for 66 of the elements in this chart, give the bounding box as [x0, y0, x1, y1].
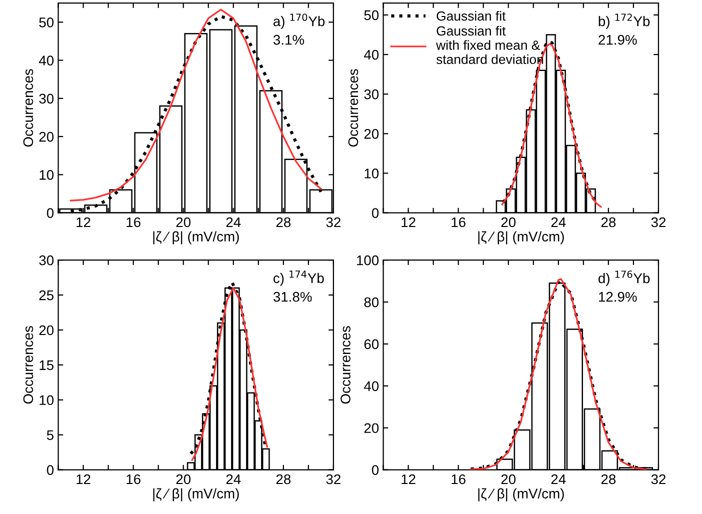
y-tick-label: 50	[364, 10, 379, 20]
legend-label: Gaussian fit	[436, 11, 506, 21]
y-tick-label: 30	[364, 89, 379, 100]
x-tick-label: 28	[276, 217, 291, 228]
annotation: b) $^{172}$Yb	[598, 14, 650, 29]
x-tick-label: 24	[226, 217, 241, 228]
annotation: c) $^{174}$Yb	[274, 270, 324, 286]
x-axis-title: |ζ ⁄ β| (mV/cm)	[153, 488, 239, 502]
y-axis-title: Occurrences	[23, 326, 34, 404]
x-tick-label: 32	[326, 474, 340, 484]
y-tick-label: 20	[364, 423, 379, 434]
x-tick-label: 28	[601, 217, 616, 228]
y-tick-label: 40	[364, 50, 379, 60]
y-tick-label: 60	[364, 339, 379, 350]
y-tick-label: 100	[357, 255, 379, 266]
x-tick-label: 16	[452, 474, 466, 484]
x-tick-label: 28	[276, 474, 291, 484]
x-tick-label: 24	[551, 474, 566, 484]
annotation: a) $^{170}$Yb	[274, 14, 325, 29]
y-tick-label: 30	[39, 94, 54, 104]
y-tick-label: 5	[46, 430, 54, 440]
x-tick-label: 20	[176, 474, 191, 484]
y-axis-title: Occurrences	[23, 69, 34, 147]
y-tick-label: 30	[39, 255, 54, 266]
y-tick-label: 0	[372, 465, 379, 475]
x-tick-label: 32	[651, 217, 666, 228]
y-tick-label: 20	[364, 128, 379, 139]
x-tick-label: 20	[501, 217, 516, 228]
y-tick-label: 40	[364, 381, 379, 392]
x-tick-label: 16	[452, 217, 466, 228]
x-axis-title: |ζ ⁄ β| (mV/cm)	[478, 488, 564, 502]
x-axis-title: |ζ ⁄ β| (mV/cm)	[478, 231, 564, 244]
x-tick-label: 12	[76, 474, 90, 484]
y-axis-title: Occurrences	[340, 326, 350, 404]
x-tick-label: 24	[551, 217, 566, 228]
y-tick-label: 10	[364, 168, 379, 178]
y-tick-label: 20	[39, 132, 54, 142]
annotation: 3.1%	[273, 34, 304, 45]
x-tick-label: 12	[402, 474, 416, 484]
x-tick-label: 32	[326, 217, 340, 228]
y-tick-label: 15	[40, 360, 54, 370]
x-tick-label: 28	[601, 474, 616, 484]
x-tick-label: 24	[226, 474, 241, 484]
x-tick-label: 20	[176, 217, 191, 228]
annotation: 21.9%	[598, 34, 637, 45]
y-tick-label: 50	[39, 17, 54, 28]
y-tick-label: 80	[364, 297, 379, 308]
y-axis-title: Occurrences	[348, 69, 358, 147]
x-tick-label: 16	[126, 217, 140, 228]
y-tick-label: 0	[372, 208, 379, 218]
annotation: d) $^{176}$Yb	[598, 270, 650, 286]
x-tick-label: 12	[76, 217, 90, 228]
annotation: 12.9%	[598, 292, 637, 302]
y-tick-label: 10	[40, 170, 54, 180]
y-tick-label: 25	[39, 290, 54, 300]
x-tick-label: 32	[651, 474, 666, 484]
x-tick-label: 20	[501, 474, 516, 484]
x-tick-label: 16	[126, 474, 140, 484]
x-tick-label: 12	[402, 217, 416, 228]
y-tick-label: 40	[38, 56, 54, 66]
annotation: 31.8%	[273, 292, 312, 302]
x-axis-title: |ζ ⁄ β| (mV/cm)	[153, 231, 239, 244]
y-tick-label: 10	[40, 395, 54, 406]
y-tick-label: 0	[46, 465, 54, 475]
y-tick-label: 0	[46, 208, 54, 218]
y-tick-label: 20	[39, 325, 54, 336]
